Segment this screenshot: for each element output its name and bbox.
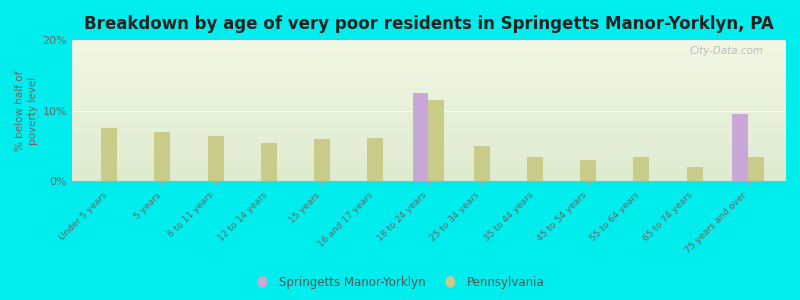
Bar (580, 160, 596, 182)
Title: Breakdown by age of very poor residents in Springetts Manor-Yorklyn, PA: Breakdown by age of very poor residents … (84, 15, 774, 33)
Legend: Springetts Manor-Yorklyn, Pennsylvania: Springetts Manor-Yorklyn, Pennsylvania (250, 272, 550, 294)
Bar (261, 142, 277, 182)
Bar (527, 157, 543, 181)
Bar (748, 157, 764, 181)
Bar (154, 132, 170, 182)
Text: City-Data.com: City-Data.com (690, 46, 764, 56)
Bar (367, 138, 383, 182)
Bar (634, 157, 650, 181)
Bar (208, 136, 224, 182)
Bar (686, 167, 702, 182)
Bar (429, 100, 445, 182)
Bar (474, 146, 490, 182)
Bar (413, 93, 429, 182)
Bar (314, 139, 330, 182)
Y-axis label: % below half of
poverty level: % below half of poverty level (15, 70, 38, 151)
Bar (732, 114, 748, 182)
Bar (102, 128, 118, 182)
